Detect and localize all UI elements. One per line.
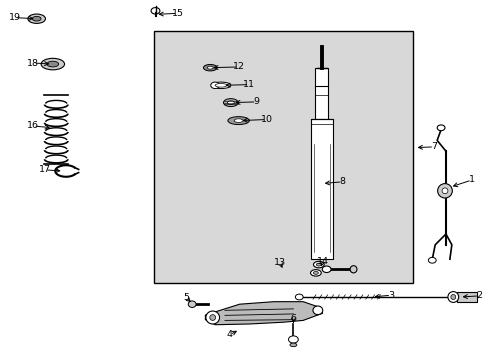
Ellipse shape <box>437 184 451 198</box>
Ellipse shape <box>313 271 318 274</box>
Text: 14: 14 <box>316 257 328 266</box>
Ellipse shape <box>210 82 219 89</box>
Polygon shape <box>205 302 322 325</box>
Ellipse shape <box>209 315 215 320</box>
Ellipse shape <box>310 270 321 276</box>
Text: 17: 17 <box>39 165 51 174</box>
Ellipse shape <box>349 266 356 273</box>
Ellipse shape <box>316 263 321 266</box>
Ellipse shape <box>450 294 455 300</box>
Bar <box>456 292 476 302</box>
Text: 19: 19 <box>9 13 20 22</box>
Bar <box>310 119 332 259</box>
Text: 7: 7 <box>430 142 436 151</box>
Ellipse shape <box>223 99 238 107</box>
Ellipse shape <box>215 84 226 87</box>
Text: 5: 5 <box>183 293 188 302</box>
Ellipse shape <box>41 58 64 70</box>
Ellipse shape <box>28 14 45 23</box>
Ellipse shape <box>289 343 296 347</box>
Ellipse shape <box>151 8 160 14</box>
Ellipse shape <box>227 101 234 104</box>
Ellipse shape <box>203 64 217 71</box>
Ellipse shape <box>207 66 213 69</box>
Text: 18: 18 <box>27 58 39 68</box>
Ellipse shape <box>205 311 219 324</box>
Ellipse shape <box>313 261 324 268</box>
Text: 13: 13 <box>274 258 285 267</box>
Text: 1: 1 <box>468 175 474 184</box>
Ellipse shape <box>441 188 447 194</box>
Ellipse shape <box>227 117 249 125</box>
Ellipse shape <box>447 292 458 302</box>
Ellipse shape <box>47 61 59 67</box>
Text: 11: 11 <box>243 80 255 89</box>
Text: 15: 15 <box>171 9 183 18</box>
Ellipse shape <box>312 306 322 315</box>
Text: 9: 9 <box>253 97 259 107</box>
Text: 2: 2 <box>475 292 481 300</box>
Ellipse shape <box>32 17 41 21</box>
Bar <box>315 68 327 119</box>
Circle shape <box>288 336 298 343</box>
Ellipse shape <box>234 119 243 122</box>
Text: 12: 12 <box>232 62 244 71</box>
Circle shape <box>427 257 435 263</box>
Bar <box>154 31 412 283</box>
Text: 4: 4 <box>226 330 232 339</box>
Ellipse shape <box>188 301 196 307</box>
Ellipse shape <box>211 82 230 89</box>
Text: 10: 10 <box>260 115 272 124</box>
Text: 16: 16 <box>27 122 39 130</box>
Ellipse shape <box>322 266 330 273</box>
Text: 6: 6 <box>290 314 296 323</box>
Text: 3: 3 <box>387 291 393 300</box>
Circle shape <box>436 125 444 131</box>
Circle shape <box>295 294 303 300</box>
Text: 8: 8 <box>339 177 345 186</box>
